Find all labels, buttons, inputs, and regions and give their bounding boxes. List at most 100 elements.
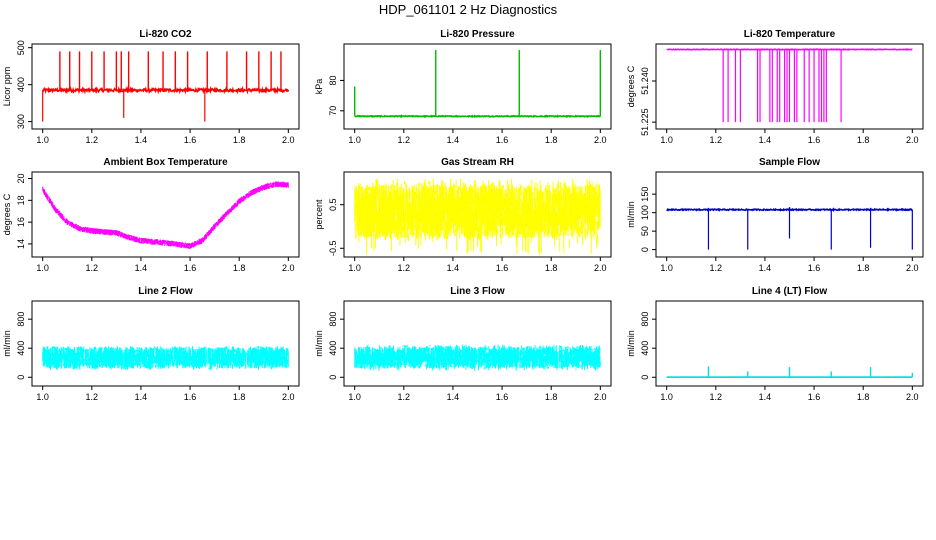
x-tick-label: 1.8 [233,392,246,402]
plot-frame [343,171,612,258]
plot-frame [655,171,924,258]
y-tick-label: 500 [16,40,26,55]
data-series [42,346,289,370]
x-tick-label: 1.6 [496,392,509,402]
x-tick-label: 2.0 [282,263,295,273]
x-tick-label: 1.4 [447,263,460,273]
y-axis-label: degrees C [626,65,636,107]
plot-frame [343,300,612,387]
x-tick-label: 1.6 [808,135,821,145]
plot-frame [655,300,924,387]
x-tick-label: 1.0 [660,263,673,273]
y-tick-label: 0 [16,375,26,380]
plot-frame [31,171,300,258]
x-tick-label: 2.0 [906,135,919,145]
x-tick-label: 1.0 [36,263,49,273]
panel-line2: Line 2 Flow ml/min 1.0 1.2 1.4 1.6 1.8 2.0 0 400 8… [2,286,300,402]
y-tick-label: 51.225 [640,108,650,136]
y-tick-label: 20 [16,174,26,184]
y-axis-label: ml/min [626,330,636,357]
x-tick-label: 1.4 [759,263,772,273]
y-tick-label: 70 [328,106,338,116]
x-tick-label: 2.0 [594,263,607,273]
x-tick-label: 1.2 [710,135,723,145]
x-tick-label: 1.4 [135,392,148,402]
x-tick-label: 1.8 [545,392,558,402]
x-tick-label: 2.0 [594,135,607,145]
x-tick-label: 1.8 [857,135,870,145]
y-tick-label: 400 [16,77,26,92]
panel-title: Li-820 Temperature [744,29,836,40]
figure-title: HDP_061101 2 Hz Diagnostics [378,2,558,17]
x-tick-label: 2.0 [282,135,295,145]
y-axis-label: ml/min [626,201,636,228]
panel-sample: Sample Flow ml/min 1.0 1.2 1.4 1.6 1.8 2.0 0 50 10… [626,157,924,273]
panel-line3: Line 3 Flow ml/min 1.0 1.2 1.4 1.6 1.8 2.0 0 400 8… [314,286,612,402]
y-tick-label: 800 [640,312,650,327]
y-tick-label: 800 [328,312,338,327]
x-tick-label: 1.2 [86,263,99,273]
x-tick-label: 1.0 [348,135,361,145]
x-tick-label: 1.2 [398,392,411,402]
x-tick-label: 1.0 [348,263,361,273]
panel-rh: Gas Stream RH percent 1.0 1.2 1.4 1.6 1.8 2.0 -0… [314,157,612,273]
x-tick-label: 1.4 [759,392,772,402]
y-axis-label: kPa [314,79,324,95]
y-tick-label: 100 [640,205,650,220]
data-series [41,85,290,95]
plot-frame [343,43,612,130]
panel-title: Gas Stream RH [441,157,514,168]
panel-title: Line 3 Flow [450,286,505,297]
x-tick-label: 1.0 [660,135,673,145]
y-axis-label: degrees C [2,193,12,235]
x-tick-label: 1.6 [808,392,821,402]
data-series [354,178,601,255]
x-tick-label: 1.8 [545,263,558,273]
x-tick-label: 1.6 [496,135,509,145]
y-tick-label: 51.240 [640,67,650,95]
y-tick-label: 300 [16,114,26,129]
x-tick-label: 1.2 [86,135,99,145]
y-tick-label: 400 [640,341,650,356]
y-tick-label: 16 [16,217,26,227]
x-tick-label: 1.0 [36,135,49,145]
x-tick-label: 1.8 [857,263,870,273]
panel-title: Line 4 (LT) Flow [752,286,828,297]
y-tick-label: 0 [640,375,650,380]
panel-title: Li-820 Pressure [440,29,515,40]
y-tick-label: 14 [16,239,26,249]
x-tick-label: 1.6 [184,392,197,402]
y-tick-label: 400 [328,341,338,356]
x-tick-label: 2.0 [594,392,607,402]
panel-title: Sample Flow [759,157,820,168]
panel-temperature: Li-820 Temperature degrees C 1.0 1.2 1.4 1.6 1… [626,29,924,145]
x-tick-label: 1.0 [36,392,49,402]
x-tick-label: 1.4 [135,263,148,273]
x-tick-label: 1.2 [86,392,99,402]
x-tick-label: 1.0 [348,392,361,402]
x-tick-label: 1.4 [759,135,772,145]
x-tick-label: 1.2 [398,135,411,145]
x-tick-label: 1.8 [233,263,246,273]
x-tick-label: 1.6 [808,263,821,273]
y-tick-label: 0 [640,247,650,252]
x-tick-label: 1.6 [496,263,509,273]
data-series [354,344,601,371]
x-tick-label: 1.8 [233,135,246,145]
panel-ambient: Ambient Box Temperature degrees C 1.0 1.2 1.… [2,157,300,273]
data-series [354,114,601,119]
x-tick-label: 2.0 [906,392,919,402]
x-tick-label: 1.2 [710,392,723,402]
panel-pressure: Li-820 Pressure kPa 1.0 1.2 1.4 1.6 1.8 2.0 70 80 [314,29,612,145]
plot-frame [31,300,300,387]
x-tick-label: 1.4 [447,392,460,402]
x-tick-label: 2.0 [906,263,919,273]
x-tick-label: 2.0 [282,392,295,402]
y-tick-label: 80 [328,75,338,85]
x-tick-label: 1.6 [184,135,197,145]
panel-co2: Li-820 CO2 Licor ppm 1.0 1.2 1.4 1.6 1.8 2.0 300… [2,29,300,145]
y-tick-label: 150 [640,187,650,202]
data-series [42,181,289,249]
x-tick-label: 1.8 [857,392,870,402]
plot-frame [31,43,300,130]
